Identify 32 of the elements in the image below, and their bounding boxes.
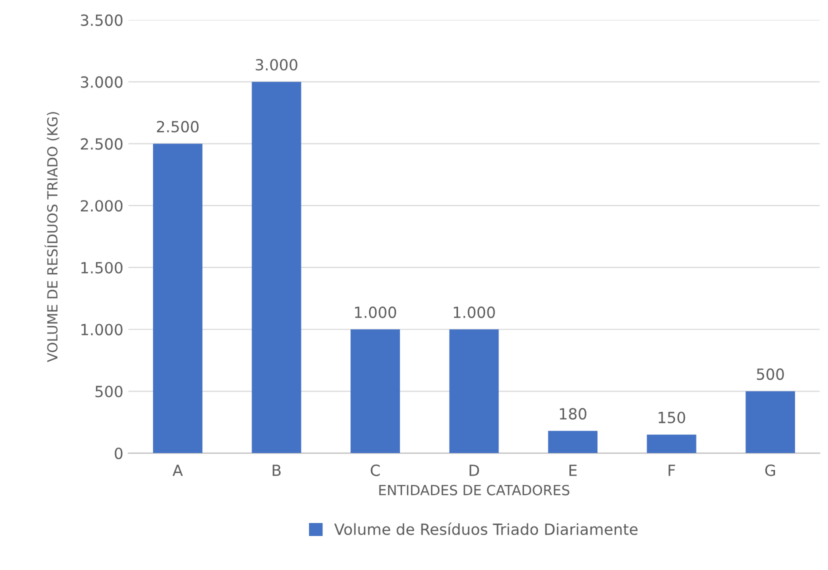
bar	[449, 329, 499, 454]
x-tick-label: A	[172, 464, 183, 476]
y-tick-label: 3.500	[80, 14, 122, 26]
bar	[746, 391, 796, 454]
bar	[646, 434, 696, 454]
data-label: 180	[560, 408, 586, 420]
x-tick-label: F	[668, 464, 676, 476]
data-label: 2.500	[156, 120, 199, 132]
data-label: 500	[756, 368, 784, 380]
bar	[252, 82, 302, 454]
y-axis-title: VOLUME DE RESÍDUOS TRIADO (KG)	[44, 112, 60, 362]
y-tick-label: 1.500	[81, 262, 122, 274]
bar	[350, 329, 400, 454]
legend-label: Volume de Resíduos Triado Diariamente	[334, 522, 638, 536]
y-tick-label: 500	[95, 386, 122, 398]
y-tick-label: 0	[114, 448, 122, 460]
x-tick-label: E	[569, 464, 577, 476]
y-tick-label: 2.500	[80, 138, 122, 150]
data-label: 1.000	[355, 306, 396, 318]
x-tick-label: D	[470, 464, 480, 476]
x-tick-label: B	[272, 464, 281, 476]
bar	[153, 144, 202, 454]
data-label: 1.000	[454, 306, 495, 318]
x-tick-label: C	[370, 464, 380, 476]
y-tick-label: 1.000	[81, 324, 122, 336]
y-tick-label: 2.000	[80, 200, 122, 212]
x-tick-label: G	[765, 464, 775, 476]
data-label: 3.000	[256, 58, 298, 71]
x-axis-title: ENTIDADES DE CATADORES	[379, 484, 570, 496]
data-label: 150	[658, 412, 686, 424]
bar	[548, 430, 598, 454]
y-tick-label: 3.000	[80, 76, 122, 88]
